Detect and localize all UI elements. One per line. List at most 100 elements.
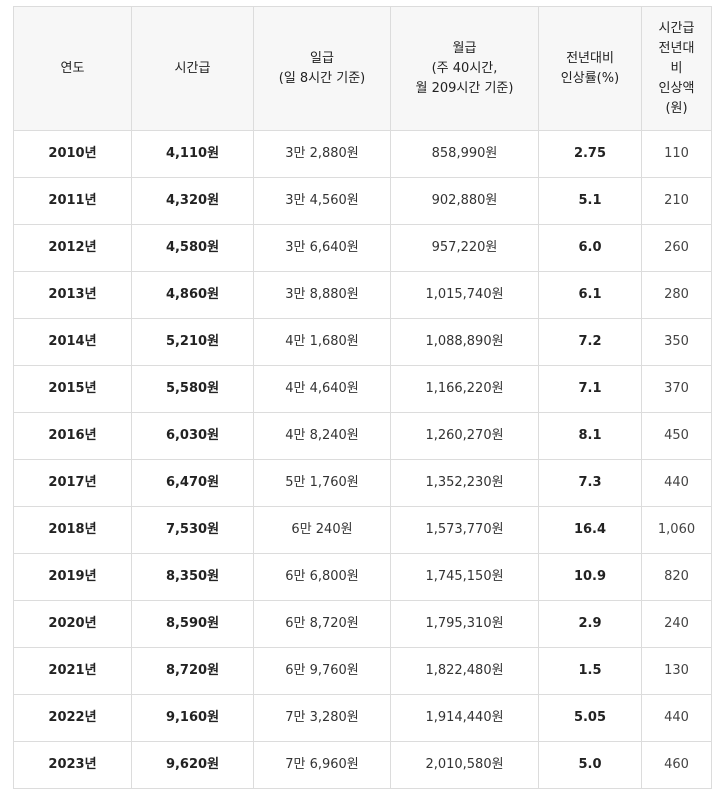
header-text-line: 시간급: [174, 60, 211, 76]
hourly-wage-cell: 7,530원: [131, 506, 254, 554]
table-row: 2013년 4,860원 3만 8,880원 1,015,740원 6.1 280: [13, 271, 712, 319]
table-row: 2016년 6,030원 4만 8,240원 1,260,270원 8.1 450: [13, 412, 712, 460]
year-cell: 2018년: [13, 506, 132, 554]
increase-rate-cell: 5.1: [538, 177, 642, 225]
hourly-wage-cell: 4,860원: [131, 271, 254, 319]
monthly-wage-cell: 1,352,230원: [390, 459, 539, 507]
increase-amount-cell: 440: [641, 694, 712, 742]
increase-rate-cell: 5.0: [538, 741, 642, 789]
header-row: 연도 시간급 일급 (일 8시간 기준) 월급 (주 40시간, 월 209시간 기준) 전년…: [13, 6, 712, 131]
daily-wage-cell: 4만 8,240원: [253, 412, 391, 460]
minimum-wage-table: 연도 시간급 일급 (일 8시간 기준) 월급 (주 40시간, 월 209시간 기준) 전년…: [13, 6, 712, 789]
monthly-wage-cell: 1,914,440원: [390, 694, 539, 742]
increase-amount-cell: 460: [641, 741, 712, 789]
table-row: 2012년 4,580원 3만 6,640원 957,220원 6.0 260: [13, 224, 712, 272]
header-year: 연도: [13, 6, 132, 131]
hourly-wage-cell: 5,580원: [131, 365, 254, 413]
hourly-wage-cell: 4,320원: [131, 177, 254, 225]
wage-table-container: 연도 시간급 일급 (일 8시간 기준) 월급 (주 40시간, 월 209시간 기준) 전년…: [13, 6, 712, 789]
monthly-wage-cell: 1,166,220원: [390, 365, 539, 413]
header-text-line: 전년대: [658, 40, 695, 56]
increase-amount-cell: 820: [641, 553, 712, 601]
increase-rate-cell: 8.1: [538, 412, 642, 460]
increase-amount-cell: 1,060: [641, 506, 712, 554]
header-text-line: (주 40시간,: [431, 60, 498, 76]
table-row: 2019년 8,350원 6만 6,800원 1,745,150원 10.9 820: [13, 553, 712, 601]
increase-rate-cell: 10.9: [538, 553, 642, 601]
monthly-wage-cell: 1,088,890원: [390, 318, 539, 366]
hourly-wage-cell: 5,210원: [131, 318, 254, 366]
hourly-wage-cell: 8,350원: [131, 553, 254, 601]
hourly-wage-cell: 6,470원: [131, 459, 254, 507]
header-text-line: 비: [670, 60, 683, 76]
increase-amount-cell: 110: [641, 130, 712, 178]
table-row: 2015년 5,580원 4만 4,640원 1,166,220원 7.1 370: [13, 365, 712, 413]
daily-wage-cell: 3만 8,880원: [253, 271, 391, 319]
monthly-wage-cell: 1,795,310원: [390, 600, 539, 648]
header-text-line: (원): [665, 100, 688, 116]
year-cell: 2017년: [13, 459, 132, 507]
monthly-wage-cell: 2,010,580원: [390, 741, 539, 789]
increase-rate-cell: 16.4: [538, 506, 642, 554]
monthly-wage-cell: 858,990원: [390, 130, 539, 178]
year-cell: 2014년: [13, 318, 132, 366]
header-text-line: 인상액: [658, 80, 695, 96]
header-text-line: 전년대비: [566, 50, 614, 66]
table-body: 2010년 4,110원 3만 2,880원 858,990원 2.75 110 2011년…: [13, 130, 712, 789]
year-cell: 2016년: [13, 412, 132, 460]
header-text-line: 월 209시간 기준): [415, 80, 514, 96]
increase-rate-cell: 7.2: [538, 318, 642, 366]
table-row: 2017년 6,470원 5만 1,760원 1,352,230원 7.3 440: [13, 459, 712, 507]
header-text-line: (일 8시간 기준): [278, 70, 366, 86]
increase-amount-cell: 130: [641, 647, 712, 695]
header-hourly-wage: 시간급: [131, 6, 254, 131]
hourly-wage-cell: 8,590원: [131, 600, 254, 648]
header-increase-amount: 시간급 전년대 비 인상액 (원): [641, 6, 712, 131]
header-monthly-wage: 월급 (주 40시간, 월 209시간 기준): [390, 6, 539, 131]
hourly-wage-cell: 9,160원: [131, 694, 254, 742]
monthly-wage-cell: 957,220원: [390, 224, 539, 272]
table-row: 2020년 8,590원 6만 8,720원 1,795,310원 2.9 240: [13, 600, 712, 648]
year-cell: 2021년: [13, 647, 132, 695]
monthly-wage-cell: 902,880원: [390, 177, 539, 225]
table-row: 2022년 9,160원 7만 3,280원 1,914,440원 5.05 440: [13, 694, 712, 742]
increase-rate-cell: 7.1: [538, 365, 642, 413]
daily-wage-cell: 7만 6,960원: [253, 741, 391, 789]
monthly-wage-cell: 1,015,740원: [390, 271, 539, 319]
increase-amount-cell: 440: [641, 459, 712, 507]
year-cell: 2023년: [13, 741, 132, 789]
monthly-wage-cell: 1,745,150원: [390, 553, 539, 601]
daily-wage-cell: 6만 8,720원: [253, 600, 391, 648]
daily-wage-cell: 6만 9,760원: [253, 647, 391, 695]
daily-wage-cell: 5만 1,760원: [253, 459, 391, 507]
increase-rate-cell: 7.3: [538, 459, 642, 507]
hourly-wage-cell: 4,110원: [131, 130, 254, 178]
header-text-line: 인상률(%): [560, 70, 620, 86]
monthly-wage-cell: 1,822,480원: [390, 647, 539, 695]
year-cell: 2022년: [13, 694, 132, 742]
increase-amount-cell: 210: [641, 177, 712, 225]
year-cell: 2012년: [13, 224, 132, 272]
year-cell: 2019년: [13, 553, 132, 601]
increase-rate-cell: 2.9: [538, 600, 642, 648]
year-cell: 2020년: [13, 600, 132, 648]
table-row: 2018년 7,530원 6만 240원 1,573,770원 16.4 1,060: [13, 506, 712, 554]
daily-wage-cell: 3만 6,640원: [253, 224, 391, 272]
daily-wage-cell: 3만 4,560원: [253, 177, 391, 225]
header-text-line: 월급: [452, 40, 477, 56]
increase-rate-cell: 2.75: [538, 130, 642, 178]
increase-amount-cell: 240: [641, 600, 712, 648]
monthly-wage-cell: 1,573,770원: [390, 506, 539, 554]
hourly-wage-cell: 6,030원: [131, 412, 254, 460]
daily-wage-cell: 7만 3,280원: [253, 694, 391, 742]
table-row: 2014년 5,210원 4만 1,680원 1,088,890원 7.2 350: [13, 318, 712, 366]
increase-rate-cell: 5.05: [538, 694, 642, 742]
header-text-line: 연도: [60, 60, 85, 76]
table-row: 2023년 9,620원 7만 6,960원 2,010,580원 5.0 460: [13, 741, 712, 789]
table-row: 2011년 4,320원 3만 4,560원 902,880원 5.1 210: [13, 177, 712, 225]
year-cell: 2010년: [13, 130, 132, 178]
year-cell: 2015년: [13, 365, 132, 413]
increase-rate-cell: 1.5: [538, 647, 642, 695]
year-cell: 2013년: [13, 271, 132, 319]
